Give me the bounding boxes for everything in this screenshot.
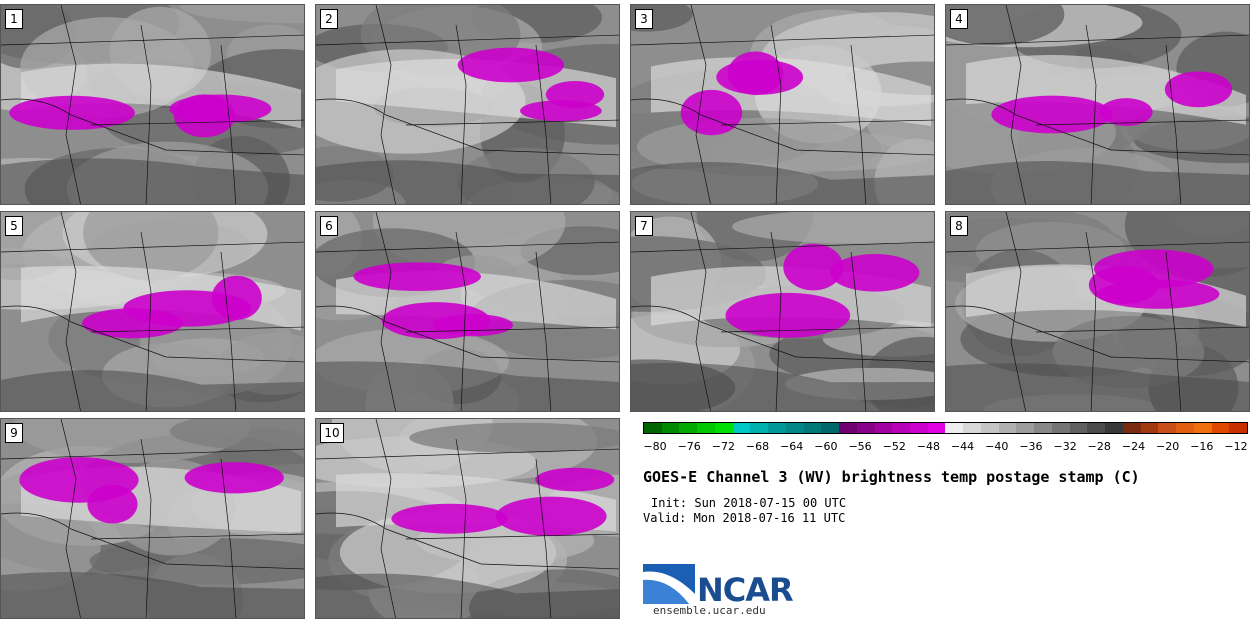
init-time: Init: Sun 2018-07-15 00 UTC [651, 496, 847, 510]
water-vapor-map [946, 212, 1249, 411]
map-panel-2: 2 [315, 4, 620, 205]
water-vapor-map [316, 5, 619, 204]
panel-number: 2 [320, 9, 338, 29]
colorbar-tick-label: −36 [1019, 440, 1043, 453]
colorbar-swatch [768, 423, 786, 433]
map-panel-5: 5 [0, 211, 305, 412]
colorbar-tick-label: −16 [1190, 440, 1214, 453]
colorbar-swatch [1016, 423, 1035, 433]
panel-number: 5 [5, 216, 23, 236]
valid-time: Valid: Mon 2018-07-16 11 UTC [643, 511, 846, 525]
colorbar [643, 422, 1248, 434]
colorbar-tick-label: −68 [745, 440, 770, 453]
colorbar-tick-label: −32 [1053, 440, 1077, 453]
map-panel-9: 9 [0, 418, 305, 619]
colorbar-swatch [1229, 423, 1247, 433]
colorbar-tick-label: −28 [1087, 440, 1111, 453]
colorbar-swatch [1034, 423, 1052, 433]
colorbar-swatch [1069, 423, 1088, 433]
colorbar-tick-label: −12 [1224, 440, 1248, 453]
colorbar-swatch [821, 423, 840, 433]
panel-number: 8 [950, 216, 968, 236]
map-panel-4: 4 [945, 4, 1250, 205]
colorbar-tick-label: −40 [985, 440, 1009, 453]
map-panel-1: 1 [0, 4, 305, 205]
colorbar-ticks: −80 −76 −72 −68 −64 −60 −56 −52 −48 −44 −40 −36 −32−… [643, 440, 1248, 456]
panel-number: 7 [635, 216, 653, 236]
logo-url: ensemble.ucar.edu [653, 604, 766, 617]
colorbar-swatch [856, 423, 875, 433]
water-vapor-map [631, 212, 934, 411]
water-vapor-map [631, 5, 934, 204]
colorbar-tick-label: −56 [848, 440, 872, 453]
colorbar-tick-label: −48 [916, 440, 941, 453]
colorbar-swatch [980, 423, 999, 433]
colorbar-tick-label: −52 [882, 440, 906, 453]
water-vapor-map [316, 212, 619, 411]
colorbar-swatch [1193, 423, 1212, 433]
colorbar-swatch [910, 423, 928, 433]
colorbar-swatch [785, 423, 804, 433]
colorbar-swatch [750, 423, 769, 433]
colorbar-swatch [644, 423, 662, 433]
logo-text: NCAR [697, 571, 794, 609]
colorbar-tick-label: −72 [711, 440, 735, 453]
panel-number: 3 [635, 9, 653, 29]
panel-number: 1 [5, 9, 23, 29]
colorbar-tick-label: −44 [950, 440, 975, 453]
figure-title: GOES-E Channel 3 (WV) brightness temp po… [643, 468, 1140, 486]
colorbar-swatch [1140, 423, 1159, 433]
colorbar-swatch [661, 423, 680, 433]
water-vapor-map [1, 419, 304, 618]
colorbar-swatch [1122, 423, 1141, 433]
colorbar-swatch [679, 423, 698, 433]
colorbar-tick-label: −20 [1156, 440, 1180, 453]
water-vapor-map [1, 5, 304, 204]
panel-number: 6 [320, 216, 338, 236]
colorbar-swatch [945, 423, 964, 433]
water-vapor-map [946, 5, 1249, 204]
colorbar-swatch [803, 423, 822, 433]
colorbar-tick-label: −24 [1121, 440, 1146, 453]
panel-number: 9 [5, 423, 23, 443]
panel-number: 4 [950, 9, 968, 29]
colorbar-swatch [732, 423, 751, 433]
panel-number: 10 [320, 423, 344, 443]
colorbar-tick-label: −60 [814, 440, 838, 453]
colorbar-swatch [963, 423, 981, 433]
ncar-logo-icon [643, 564, 695, 604]
colorbar-swatch [927, 423, 946, 433]
colorbar-swatch [697, 423, 715, 433]
colorbar-tick-label: −64 [780, 440, 804, 453]
colorbar-tick-label: −76 [677, 440, 701, 453]
map-panel-10: 10 [315, 418, 620, 619]
colorbar-swatch [1211, 423, 1230, 433]
map-panel-8: 8 [945, 211, 1250, 412]
colorbar-swatch [839, 423, 857, 433]
colorbar-swatch [998, 423, 1017, 433]
water-vapor-map [1, 212, 304, 411]
map-panel-3: 3 [630, 4, 935, 205]
colorbar-swatch [874, 423, 893, 433]
colorbar-swatch [1051, 423, 1070, 433]
colorbar-swatch [1158, 423, 1177, 433]
colorbar-swatch [1087, 423, 1106, 433]
colorbar-swatch [892, 423, 911, 433]
map-panel-7: 7 [630, 211, 935, 412]
map-panel-6: 6 [315, 211, 620, 412]
colorbar-swatch [714, 423, 733, 433]
colorbar-tick-label: −80 [643, 440, 667, 453]
colorbar-swatch [1176, 423, 1194, 433]
colorbar-swatch [1105, 423, 1123, 433]
water-vapor-map [316, 419, 619, 618]
